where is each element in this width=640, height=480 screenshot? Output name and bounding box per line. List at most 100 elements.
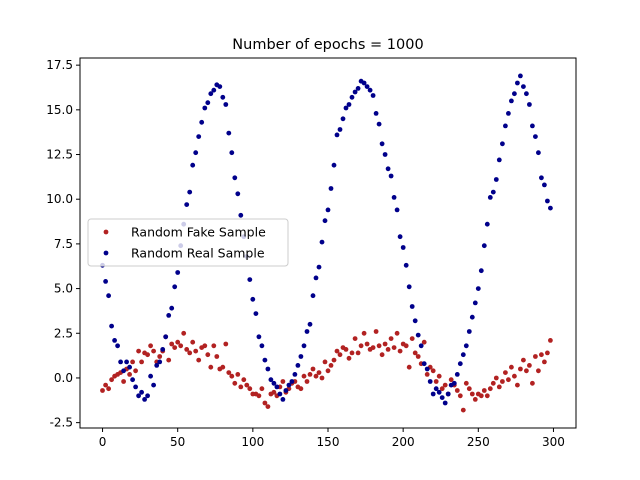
data-point — [334, 132, 340, 138]
data-point — [524, 91, 529, 97]
data-point — [478, 268, 484, 274]
data-point — [232, 380, 238, 386]
legend-label: Random Real Sample — [131, 246, 265, 261]
data-point — [292, 372, 298, 377]
data-point — [304, 329, 310, 334]
data-point — [346, 355, 352, 361]
data-point — [337, 352, 343, 358]
data-point — [388, 173, 394, 179]
data-point — [515, 80, 520, 86]
data-point — [304, 379, 310, 384]
data-point — [166, 313, 172, 318]
data-point — [295, 363, 301, 368]
data-point — [133, 368, 139, 374]
data-point — [373, 111, 379, 116]
data-point — [259, 386, 265, 392]
data-point — [169, 305, 175, 311]
data-point — [509, 364, 514, 370]
data-point — [406, 364, 412, 370]
data-point — [265, 366, 271, 372]
data-point — [145, 352, 151, 358]
data-point — [115, 343, 120, 349]
data-point — [103, 382, 108, 388]
data-point — [397, 348, 403, 354]
data-point — [442, 382, 448, 388]
data-point — [229, 150, 235, 156]
data-point — [250, 296, 256, 302]
data-point — [169, 341, 175, 347]
data-point — [367, 87, 373, 93]
x-tick-label: 50 — [170, 435, 185, 449]
data-point — [127, 364, 132, 370]
data-point — [142, 397, 148, 402]
data-point — [148, 343, 154, 349]
data-point — [370, 93, 376, 98]
data-point — [163, 334, 169, 340]
data-point — [394, 330, 400, 336]
data-point — [151, 382, 157, 388]
data-point — [457, 361, 463, 367]
data-point — [193, 348, 199, 354]
data-point — [286, 382, 292, 388]
data-point — [229, 373, 235, 379]
data-point — [226, 130, 232, 136]
data-point — [503, 123, 508, 129]
data-point — [157, 354, 163, 359]
data-point — [430, 368, 436, 374]
data-point — [506, 111, 511, 116]
legend-label: Random Fake Sample — [131, 225, 266, 240]
data-point — [313, 275, 319, 281]
data-point — [385, 166, 391, 172]
data-point — [319, 239, 325, 245]
data-point — [223, 102, 229, 107]
data-point — [202, 343, 208, 349]
data-point — [463, 380, 469, 386]
data-point — [130, 359, 136, 365]
data-point — [379, 141, 385, 147]
data-point — [265, 404, 271, 409]
data-point — [521, 84, 526, 89]
data-point — [376, 121, 382, 127]
data-point — [205, 100, 211, 106]
y-tick-label: 5.0 — [54, 282, 73, 296]
data-point — [136, 348, 142, 354]
data-point — [493, 375, 499, 381]
y-tick-label: 15.0 — [46, 103, 73, 117]
data-point — [382, 152, 388, 157]
data-point — [469, 314, 475, 320]
data-point — [439, 386, 445, 392]
data-point — [175, 339, 181, 345]
data-point — [424, 366, 430, 372]
data-points — [100, 73, 553, 413]
data-point — [472, 300, 478, 306]
data-point — [100, 388, 105, 393]
data-point — [457, 393, 463, 399]
data-point — [226, 370, 232, 375]
data-point — [313, 373, 319, 379]
data-point — [340, 116, 346, 122]
data-point — [539, 175, 544, 181]
y-tick-label: 2.5 — [54, 326, 73, 340]
data-point — [376, 343, 382, 349]
data-point — [211, 343, 217, 349]
data-point — [238, 384, 244, 390]
data-point — [181, 330, 187, 336]
data-point — [412, 350, 418, 356]
data-point — [193, 150, 199, 156]
data-point — [310, 293, 316, 299]
data-point — [406, 284, 412, 290]
data-point — [133, 384, 139, 390]
data-point — [352, 336, 358, 341]
series-fake — [100, 329, 553, 413]
data-point — [235, 372, 241, 377]
data-point — [355, 86, 361, 91]
data-point — [334, 348, 340, 354]
data-point — [196, 357, 202, 363]
data-point — [478, 393, 484, 399]
data-point — [469, 391, 475, 397]
data-point — [460, 407, 466, 413]
data-point — [331, 162, 337, 168]
data-point — [527, 102, 532, 107]
y-tick-label: 7.5 — [54, 237, 73, 251]
y-tick-label: 12.5 — [46, 148, 73, 162]
